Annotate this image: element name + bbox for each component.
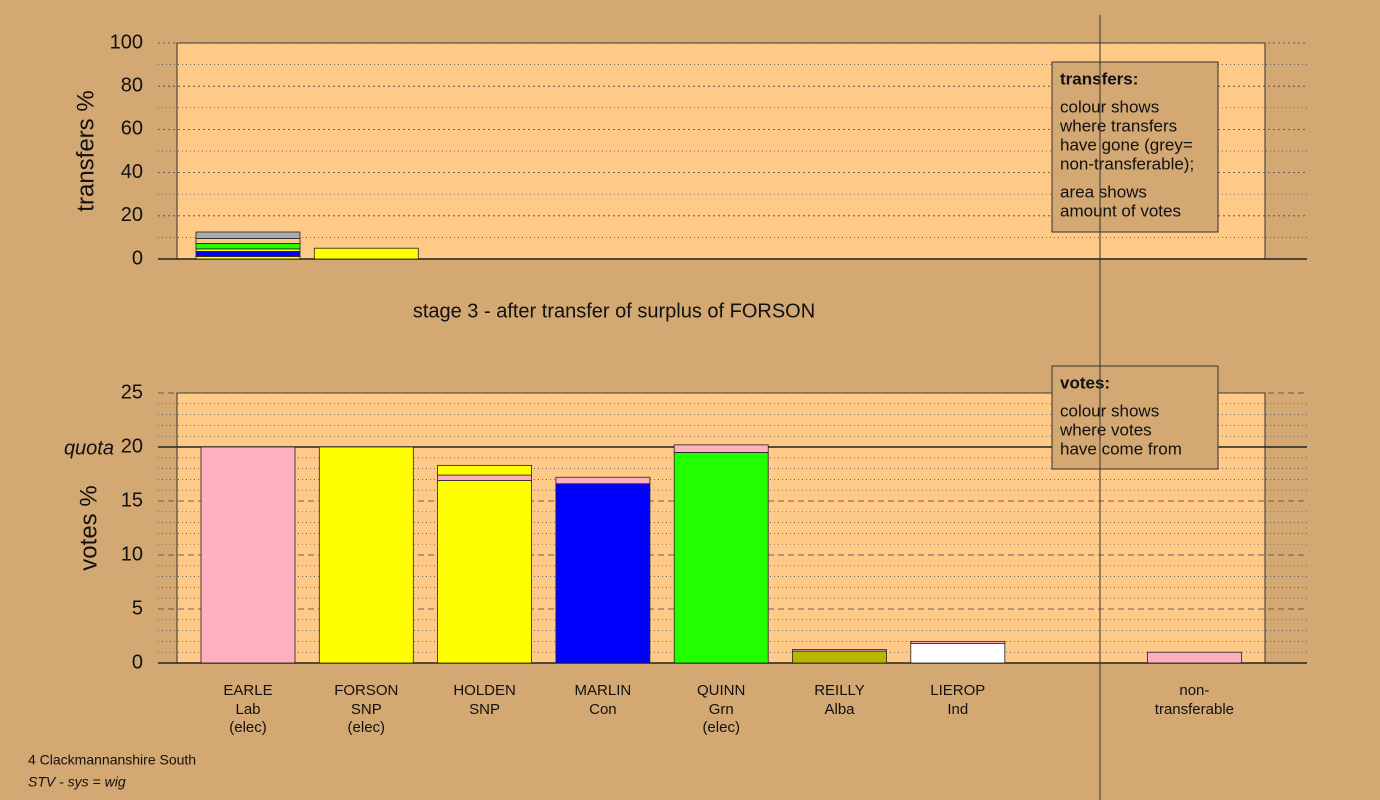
x-tick-label: non- bbox=[1179, 682, 1209, 699]
y-tick-label: 10 bbox=[121, 543, 143, 565]
bar-segment bbox=[195, 251, 301, 257]
info-box-line: amount of votes bbox=[1060, 201, 1181, 220]
info-box-title: votes: bbox=[1060, 373, 1110, 392]
caption: stage 3 - after transfer of surplus of F… bbox=[413, 300, 815, 322]
info-box-line: where votes bbox=[1059, 420, 1152, 439]
y-tick-label: 60 bbox=[121, 118, 143, 140]
x-tick-label: Alba bbox=[824, 701, 855, 718]
info-box-line: colour shows bbox=[1060, 97, 1159, 116]
y-tick-label: 100 bbox=[110, 31, 143, 53]
x-tick-label: FORSON bbox=[334, 682, 398, 699]
x-tick-label: QUINN bbox=[697, 682, 745, 699]
y-axis-title: transfers % bbox=[72, 90, 99, 211]
bar-segment bbox=[195, 243, 301, 250]
x-tick-label: (elec) bbox=[702, 719, 740, 736]
info-box-line: where transfers bbox=[1059, 116, 1177, 135]
y-tick-label: 20 bbox=[121, 204, 143, 226]
info-box-title: transfers: bbox=[1060, 69, 1138, 88]
info-box bbox=[1051, 61, 1219, 233]
x-tick-label: SNP bbox=[351, 701, 382, 718]
y-tick-label: 80 bbox=[121, 74, 143, 96]
x-tick-label: LIEROP bbox=[930, 682, 985, 699]
bar-segment bbox=[792, 650, 887, 664]
x-tick-label: Lab bbox=[235, 701, 260, 718]
info-box-line: non-transferable); bbox=[1060, 154, 1194, 173]
info-box-line: have gone (grey= bbox=[1060, 135, 1193, 154]
info-box bbox=[1051, 365, 1219, 470]
y-tick-label: 0 bbox=[132, 651, 143, 673]
x-tick-label: Grn bbox=[709, 701, 734, 718]
x-tick-label: (elec) bbox=[348, 719, 386, 736]
bar-segment bbox=[1147, 651, 1242, 664]
bar-segment bbox=[673, 444, 769, 453]
bar-segment bbox=[437, 480, 533, 664]
y-axis-title: votes % bbox=[75, 485, 102, 570]
y-tick-label: 40 bbox=[121, 161, 143, 183]
info-box-line: have come from bbox=[1060, 439, 1182, 458]
x-tick-label: (elec) bbox=[229, 719, 267, 736]
info-box-line: colour shows bbox=[1060, 401, 1159, 420]
x-tick-label: Con bbox=[589, 701, 617, 718]
footer: 4 Clackmannanshire South bbox=[28, 752, 196, 768]
bar-segment bbox=[437, 474, 533, 481]
bar-segment bbox=[792, 649, 887, 652]
bar-segment bbox=[555, 476, 651, 485]
y-tick-label: 15 bbox=[121, 489, 143, 511]
y-tick-label: 5 bbox=[132, 597, 143, 619]
info-box-line: area shows bbox=[1060, 182, 1147, 201]
x-tick-label: transferable bbox=[1155, 701, 1234, 718]
bar-segment bbox=[555, 483, 651, 664]
x-tick-label: REILLY bbox=[814, 682, 865, 699]
bar-segment bbox=[437, 464, 533, 476]
bar-segment bbox=[195, 238, 301, 244]
bar-segment bbox=[673, 451, 769, 664]
y-tick-label: 20 bbox=[121, 435, 143, 457]
bar-segment bbox=[318, 446, 414, 664]
x-tick-label: SNP bbox=[469, 701, 500, 718]
quota-label: quota bbox=[64, 437, 114, 459]
x-tick-label: HOLDEN bbox=[453, 682, 516, 699]
x-tick-label: EARLE bbox=[223, 682, 272, 699]
bar-segment bbox=[195, 231, 301, 239]
x-tick-label: Ind bbox=[947, 701, 968, 718]
bar-segment bbox=[910, 641, 1006, 644]
bar-segment bbox=[200, 446, 296, 664]
footer: STV - sys = wig bbox=[28, 774, 126, 790]
y-tick-label: 25 bbox=[121, 381, 143, 403]
bar-segment bbox=[313, 247, 419, 260]
bar-segment bbox=[910, 643, 1006, 664]
y-tick-label: 0 bbox=[132, 247, 143, 269]
x-tick-label: MARLIN bbox=[575, 682, 632, 699]
